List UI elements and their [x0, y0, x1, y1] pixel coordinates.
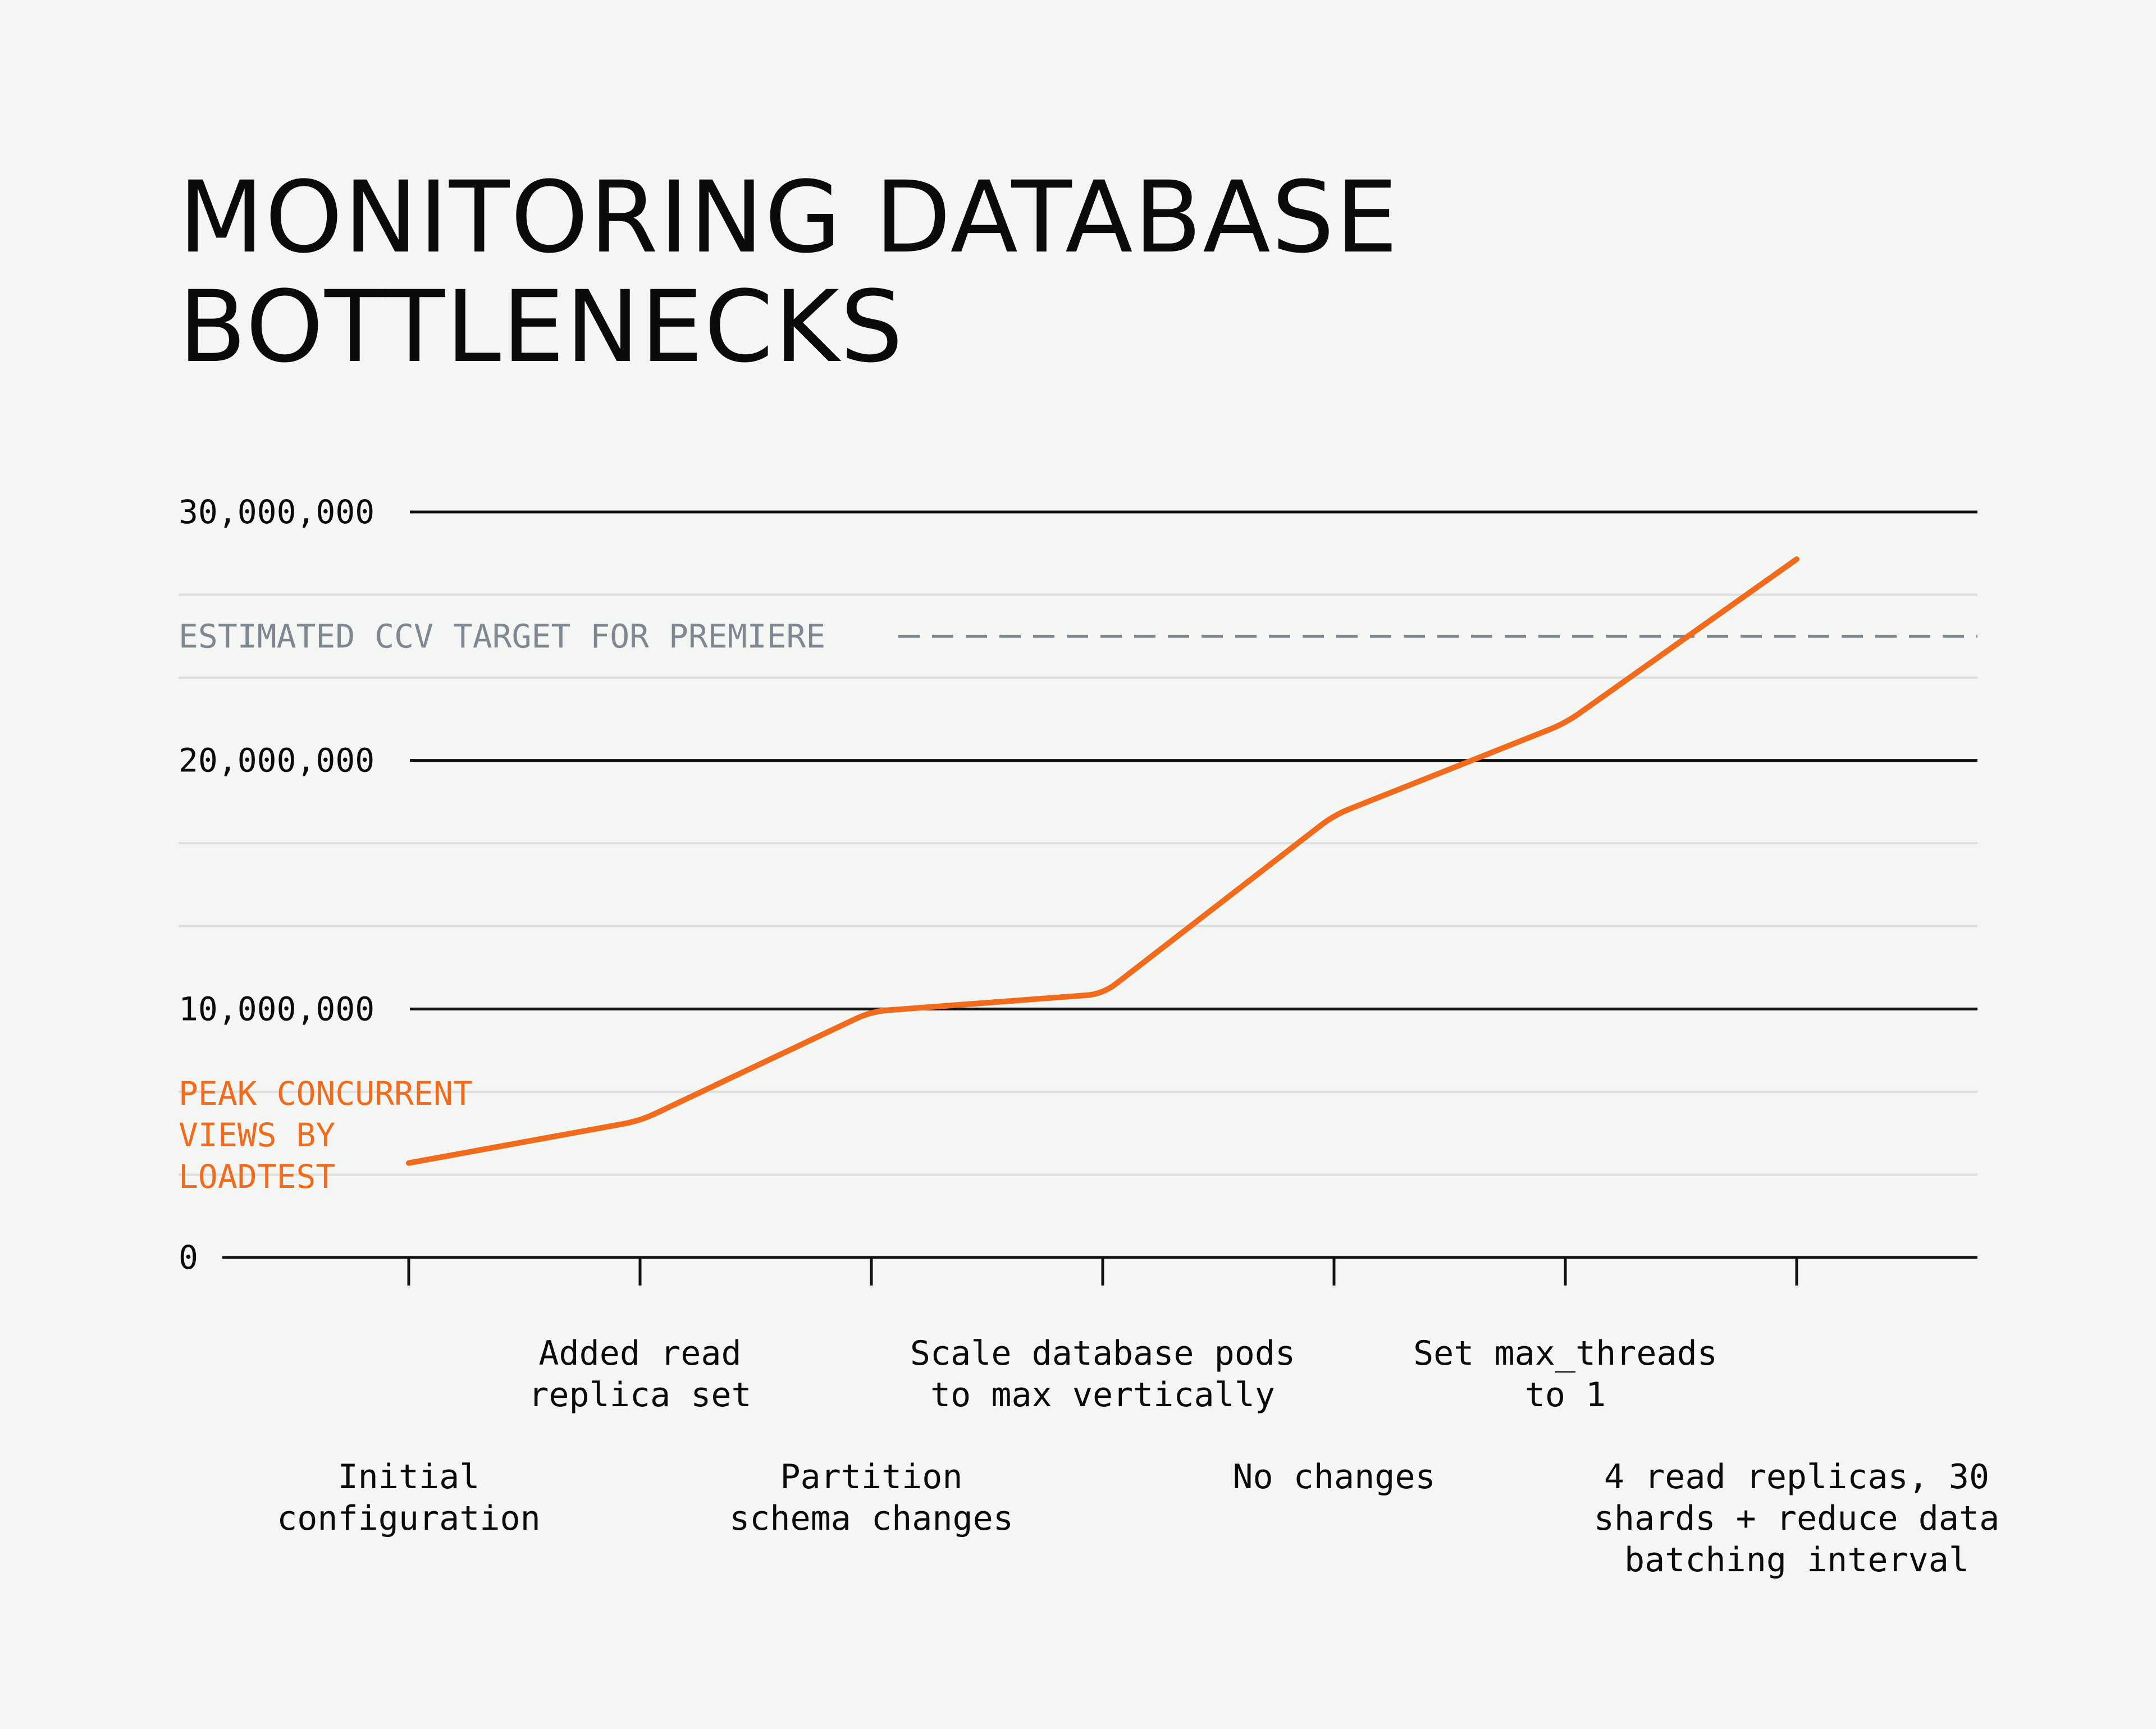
minor-gridlines — [179, 593, 1977, 1176]
chart-title: MONITORING DATABASE BOTTLENECKS — [179, 163, 1399, 382]
x-tick-label-line: shards + reduce data — [1594, 1499, 1999, 1538]
y-tick-label: 20,000,000 — [179, 742, 374, 780]
x-tick-label-line: Partition — [780, 1457, 962, 1497]
y-axis-tick-labels: 0 10,000,000 20,000,000 30,000,000 — [179, 493, 374, 1277]
x-tick-label: No changes — [1232, 1457, 1435, 1497]
x-tick-label-line: to 1 — [1525, 1375, 1606, 1415]
x-tick-label-line: batching interval — [1624, 1540, 1969, 1580]
x-tick-label-line: schema changes — [729, 1499, 1013, 1538]
y-tick-label: 10,000,000 — [179, 990, 374, 1028]
series-label-line: VIEWS BY — [179, 1116, 335, 1154]
target-reference-label: ESTIMATED CCV TARGET FOR PREMIERE — [179, 617, 825, 655]
x-tick-label: Scale database pods to max vertically — [910, 1334, 1295, 1415]
major-gridlines — [410, 510, 1977, 1010]
x-axis — [222, 1256, 1977, 1286]
x-tick-label-line: Initial — [338, 1457, 480, 1497]
x-tick-label: 4 read replicas, 30 shards + reduce data b… — [1594, 1457, 1999, 1580]
chart-title-line-1: MONITORING DATABASE — [179, 160, 1399, 275]
x-tick-label-line: Set max_threads — [1413, 1334, 1718, 1373]
y-tick-label: 0 — [179, 1238, 198, 1277]
series-line-peak-concurrent-views — [406, 556, 1799, 1166]
series-label-line: PEAK CONCURRENT — [179, 1074, 473, 1113]
series-label-line: LOADTEST — [179, 1158, 335, 1196]
target-reference: ESTIMATED CCV TARGET FOR PREMIERE — [179, 617, 1977, 655]
x-tick-label: Initial configuration — [277, 1457, 541, 1538]
x-tick-label: Added read replica set — [528, 1334, 751, 1415]
x-tick-label: Partition schema changes — [729, 1457, 1013, 1538]
x-tick-label-line: replica set — [528, 1375, 751, 1415]
y-tick-label: 30,000,000 — [179, 493, 374, 531]
x-tick-label-line: No changes — [1232, 1457, 1435, 1497]
x-tick-label-line: 4 read replicas, 30 — [1604, 1457, 1989, 1497]
x-tick-label-line: Scale database pods — [910, 1334, 1295, 1373]
x-axis-tick-labels: Initial configuration Added read replica se… — [277, 1334, 1999, 1580]
x-tick-label: Set max_threads to 1 — [1413, 1334, 1718, 1415]
chart-title-line-2: BOTTLENECKS — [179, 269, 905, 385]
series-label: PEAK CONCURRENT VIEWS BY LOADTEST — [179, 1074, 473, 1196]
x-tick-label-line: to max vertically — [930, 1375, 1275, 1415]
x-tick-label-line: Added read — [538, 1334, 741, 1373]
x-tick-label-line: configuration — [277, 1499, 541, 1538]
